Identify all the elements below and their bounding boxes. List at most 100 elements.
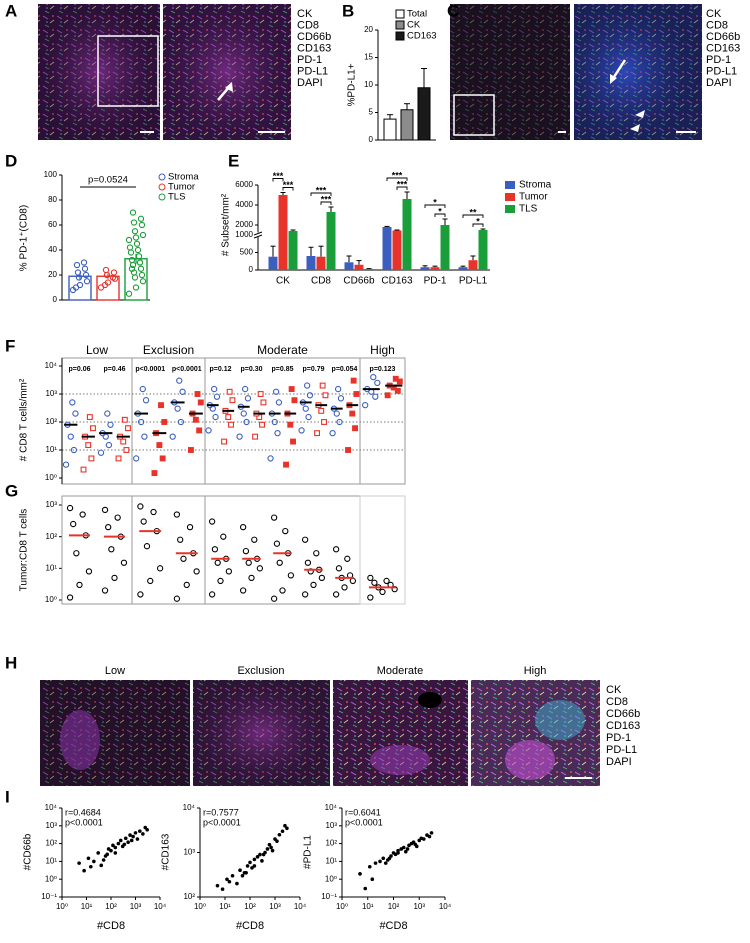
data-point	[244, 870, 248, 875]
panel-label: C	[447, 1, 459, 20]
data-point	[158, 402, 164, 409]
y-tick-label: 10¹	[45, 857, 57, 866]
data-point	[161, 419, 168, 425]
data-point	[136, 259, 144, 266]
data-point	[372, 393, 379, 400]
data-point	[110, 269, 118, 276]
panel-label: D	[5, 151, 17, 170]
y-axis-label: #CD163	[161, 833, 172, 870]
data-point	[314, 430, 321, 437]
panel-label: E	[228, 151, 239, 170]
data-point	[104, 410, 111, 417]
data-point	[138, 271, 146, 279]
data-point	[86, 856, 91, 861]
data-point	[378, 859, 382, 864]
data-point	[215, 883, 220, 888]
data-point	[109, 274, 117, 281]
data-point	[126, 840, 130, 844]
data-point	[277, 832, 282, 837]
data-point	[105, 441, 113, 449]
stain-legend-label: PD-1	[297, 54, 322, 66]
y-tick-label: 10⁰	[45, 473, 57, 482]
data-point	[127, 249, 135, 256]
data-point	[208, 591, 216, 598]
data-point	[267, 842, 272, 847]
data-point	[79, 511, 86, 518]
y-axis-label: #PD-L1	[303, 835, 314, 869]
data-point	[256, 565, 264, 572]
bar	[278, 195, 288, 270]
bar	[417, 87, 431, 141]
images	[38, 4, 702, 786]
significance-bracket	[472, 223, 484, 227]
group-title: Moderate	[257, 343, 308, 357]
data-point	[267, 455, 274, 462]
data-point	[76, 581, 83, 589]
data-point	[396, 851, 400, 855]
data-point	[151, 470, 158, 477]
data-point	[283, 461, 290, 468]
stain-legend-label: CD163	[706, 42, 740, 54]
data-point	[225, 568, 233, 575]
y-tick-label: 20	[364, 25, 373, 34]
bar	[354, 264, 364, 270]
data-point	[173, 511, 181, 518]
data-point	[208, 518, 216, 525]
data-point	[66, 594, 74, 601]
data-point	[86, 414, 93, 421]
p-value: p=0.30	[241, 366, 263, 373]
data-point	[69, 399, 76, 406]
stain-legend-label: PD-L1	[606, 744, 637, 756]
stain-legend-label: PD-1	[706, 54, 731, 66]
data-point	[118, 838, 123, 843]
data-point	[260, 859, 264, 863]
x-tick-label: 10²	[244, 902, 256, 911]
data-point	[245, 864, 250, 868]
group-title: High	[370, 343, 395, 357]
group-title: Low	[86, 343, 108, 357]
y-tick-label: 10²	[45, 532, 57, 541]
x-tick-label: 10¹	[81, 902, 93, 911]
data-point	[332, 591, 340, 598]
y-tick-label: 10	[364, 80, 373, 89]
data-point	[229, 397, 236, 404]
data-point	[187, 447, 194, 453]
data-point	[269, 845, 273, 850]
x-axis-label: #CD8	[236, 920, 264, 932]
bar	[382, 227, 392, 270]
y-tick-label: 10³	[325, 821, 337, 830]
stain-legend-label: PD-1	[606, 732, 631, 744]
x-axis-label: #CD8	[97, 920, 125, 932]
x-tick-label: 10²	[388, 902, 400, 911]
data-point	[156, 565, 164, 572]
group-title: Exclusion	[143, 343, 194, 357]
legend-marker	[158, 193, 166, 201]
data-point	[265, 847, 270, 851]
data-point	[128, 833, 132, 837]
data-point	[133, 240, 141, 247]
data-point	[220, 887, 225, 891]
data-point	[126, 244, 134, 251]
data-point	[250, 866, 254, 870]
data-point	[123, 836, 128, 841]
data-point	[370, 373, 377, 381]
y-tick-label: 500	[240, 248, 254, 257]
data-point	[176, 377, 183, 384]
axis-break	[254, 232, 262, 237]
y-tick-label: 2000	[235, 220, 253, 229]
bar	[392, 230, 402, 270]
data-point	[145, 827, 149, 832]
bar	[364, 268, 374, 270]
group-frame	[359, 357, 406, 485]
significance-label: ***	[273, 171, 284, 181]
data-point	[303, 382, 311, 389]
image-title: Low	[105, 665, 125, 677]
data-point	[159, 455, 166, 462]
data-point	[283, 823, 287, 828]
data-point	[102, 266, 110, 274]
data-point	[196, 427, 203, 434]
data-point	[336, 418, 343, 426]
y-tick-label: 10⁴	[183, 803, 196, 812]
y-tick-label: 10³	[45, 500, 57, 509]
